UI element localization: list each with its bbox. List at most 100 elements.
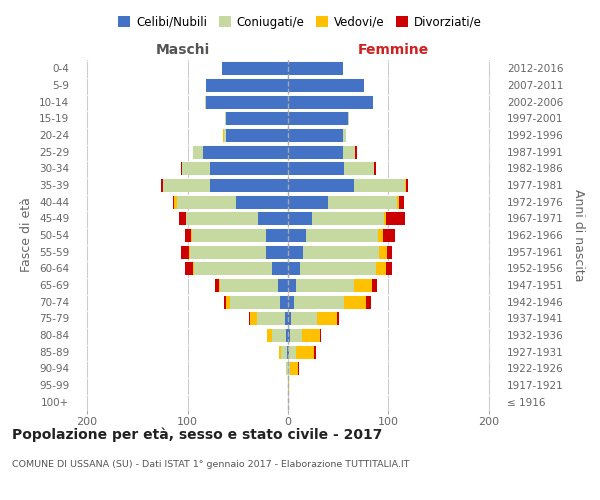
Bar xyxy=(288,294,294,308)
Bar xyxy=(190,244,266,259)
Bar xyxy=(328,194,397,209)
Bar xyxy=(272,261,288,276)
Bar xyxy=(406,178,407,192)
Bar xyxy=(344,294,367,308)
Bar xyxy=(215,278,218,292)
Bar xyxy=(220,278,278,292)
Bar xyxy=(185,211,258,226)
Bar xyxy=(288,94,373,109)
Bar xyxy=(266,228,288,242)
Bar xyxy=(379,244,388,259)
Bar xyxy=(223,128,224,142)
Bar xyxy=(185,228,191,242)
Bar xyxy=(288,228,306,242)
Bar xyxy=(383,228,395,242)
Bar xyxy=(226,128,288,142)
Bar xyxy=(288,278,296,292)
Bar xyxy=(376,261,386,276)
Bar xyxy=(343,128,346,142)
Bar xyxy=(294,294,344,308)
Bar xyxy=(288,78,364,92)
Bar xyxy=(288,344,289,359)
Bar xyxy=(225,112,226,126)
Bar xyxy=(367,294,371,308)
Bar xyxy=(288,178,355,192)
Bar xyxy=(348,112,349,126)
Bar xyxy=(298,361,299,376)
Bar xyxy=(224,294,226,308)
Bar xyxy=(288,244,303,259)
Bar xyxy=(288,62,343,76)
Bar xyxy=(193,261,194,276)
Bar xyxy=(181,162,182,175)
Bar xyxy=(289,344,296,359)
Bar xyxy=(288,144,343,159)
Bar xyxy=(279,344,281,359)
Text: Maschi: Maschi xyxy=(155,42,209,56)
Bar xyxy=(182,162,209,175)
Bar xyxy=(178,194,236,209)
Bar xyxy=(203,144,288,159)
Bar xyxy=(300,261,376,276)
Bar xyxy=(317,311,337,326)
Bar xyxy=(312,211,385,226)
Bar xyxy=(258,211,288,226)
Bar xyxy=(280,294,288,308)
Bar xyxy=(303,244,379,259)
Bar xyxy=(161,178,163,192)
Bar xyxy=(302,328,320,342)
Bar xyxy=(288,128,343,142)
Bar xyxy=(221,62,288,76)
Bar xyxy=(224,128,226,142)
Bar xyxy=(236,194,288,209)
Bar xyxy=(257,311,285,326)
Bar xyxy=(288,261,300,276)
Bar xyxy=(173,194,175,209)
Bar xyxy=(188,244,190,259)
Bar xyxy=(288,112,348,126)
Bar xyxy=(355,278,373,292)
Bar xyxy=(179,211,185,226)
Bar xyxy=(404,178,406,192)
Bar xyxy=(181,244,188,259)
Bar xyxy=(290,361,298,376)
Bar xyxy=(290,328,302,342)
Bar xyxy=(191,228,266,242)
Bar xyxy=(226,112,288,126)
Bar xyxy=(206,94,288,109)
Bar xyxy=(337,311,339,326)
Bar xyxy=(272,328,286,342)
Bar xyxy=(306,228,379,242)
Bar xyxy=(288,162,344,175)
Bar xyxy=(386,211,404,226)
Text: Popolazione per età, sesso e stato civile - 2017: Popolazione per età, sesso e stato civil… xyxy=(12,428,382,442)
Y-axis label: Anni di nascita: Anni di nascita xyxy=(572,188,585,281)
Bar xyxy=(344,162,374,175)
Bar xyxy=(320,328,321,342)
Bar xyxy=(288,378,289,392)
Bar xyxy=(249,311,250,326)
Bar xyxy=(250,311,257,326)
Bar xyxy=(205,94,206,109)
Bar xyxy=(296,344,314,359)
Bar xyxy=(266,244,288,259)
Bar xyxy=(296,278,355,292)
Bar xyxy=(209,178,288,192)
Bar xyxy=(386,261,392,276)
Bar xyxy=(288,361,290,376)
Legend: Celibi/Nubili, Coniugati/e, Vedovi/e, Divorziati/e: Celibi/Nubili, Coniugati/e, Vedovi/e, Di… xyxy=(113,11,487,34)
Bar xyxy=(288,328,290,342)
Bar xyxy=(163,178,209,192)
Bar xyxy=(218,278,220,292)
Bar xyxy=(355,178,404,192)
Bar xyxy=(226,294,230,308)
Bar xyxy=(286,361,288,376)
Bar xyxy=(288,311,291,326)
Bar xyxy=(185,261,193,276)
Text: Femmine: Femmine xyxy=(358,42,429,56)
Bar xyxy=(374,162,376,175)
Bar xyxy=(175,194,178,209)
Bar xyxy=(194,261,272,276)
Bar xyxy=(397,194,398,209)
Bar xyxy=(288,211,312,226)
